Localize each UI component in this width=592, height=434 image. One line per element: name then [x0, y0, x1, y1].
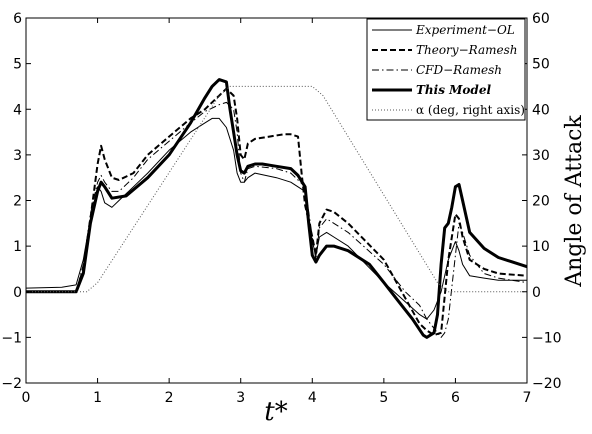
y-tick-label: 1 — [13, 239, 22, 255]
y-tick-label: −1 — [1, 330, 22, 346]
y2-tick-label: 40 — [532, 102, 550, 118]
x-tick-label: 5 — [379, 390, 388, 406]
series-line-2 — [26, 87, 528, 337]
y-tick-label: 4 — [13, 102, 22, 118]
x-tick-label: 0 — [22, 390, 31, 406]
legend-label-2: Theory−Ramesh — [416, 43, 517, 57]
legend-items: Experiment−OL Theory−Ramesh CFD−Ramesh This… — [372, 23, 525, 117]
legend-label-5: α (deg, right axis) — [416, 103, 525, 117]
x-tick-label: 1 — [93, 390, 102, 406]
series-line-4 — [26, 78, 528, 339]
legend: Experiment−OL Theory−Ramesh CFD−Ramesh This… — [366, 18, 526, 121]
legend-label-4: This Model — [416, 83, 491, 97]
data-series-group — [25, 78, 528, 339]
right-axis-label: Angle of Attack — [562, 115, 587, 288]
y2-tick-label: 10 — [532, 239, 550, 255]
y-tick-label: 5 — [13, 57, 22, 73]
x-axis-label: t* — [264, 397, 287, 427]
y-tick-label: 6 — [13, 11, 22, 27]
series-line-3 — [26, 101, 528, 338]
y-tick-label: −2 — [1, 376, 22, 392]
y2-tick-label: 30 — [532, 148, 550, 164]
y2-tick-label: 0 — [532, 285, 541, 301]
legend-label-3: CFD−Ramesh — [416, 63, 502, 77]
y2-tick-label: 50 — [532, 57, 550, 73]
y2-tick-label: 60 — [532, 11, 550, 27]
x-tick-label: 6 — [451, 390, 460, 406]
y2-tick-label: 20 — [532, 194, 550, 210]
y-tick-label: 0 — [13, 285, 22, 301]
series-line-1 — [25, 117, 527, 320]
y-tick-label: 3 — [13, 148, 22, 164]
legend-label-1: Experiment−OL — [415, 23, 515, 37]
y-tick-label: 2 — [13, 194, 22, 210]
x-tick-label: 4 — [308, 390, 317, 406]
y2-tick-label: −10 — [532, 330, 562, 346]
x-tick-label: 2 — [165, 390, 174, 406]
x-tick-label: 3 — [236, 390, 245, 406]
y2-tick-label: −20 — [532, 376, 562, 392]
x-tick-label: 7 — [523, 390, 532, 406]
